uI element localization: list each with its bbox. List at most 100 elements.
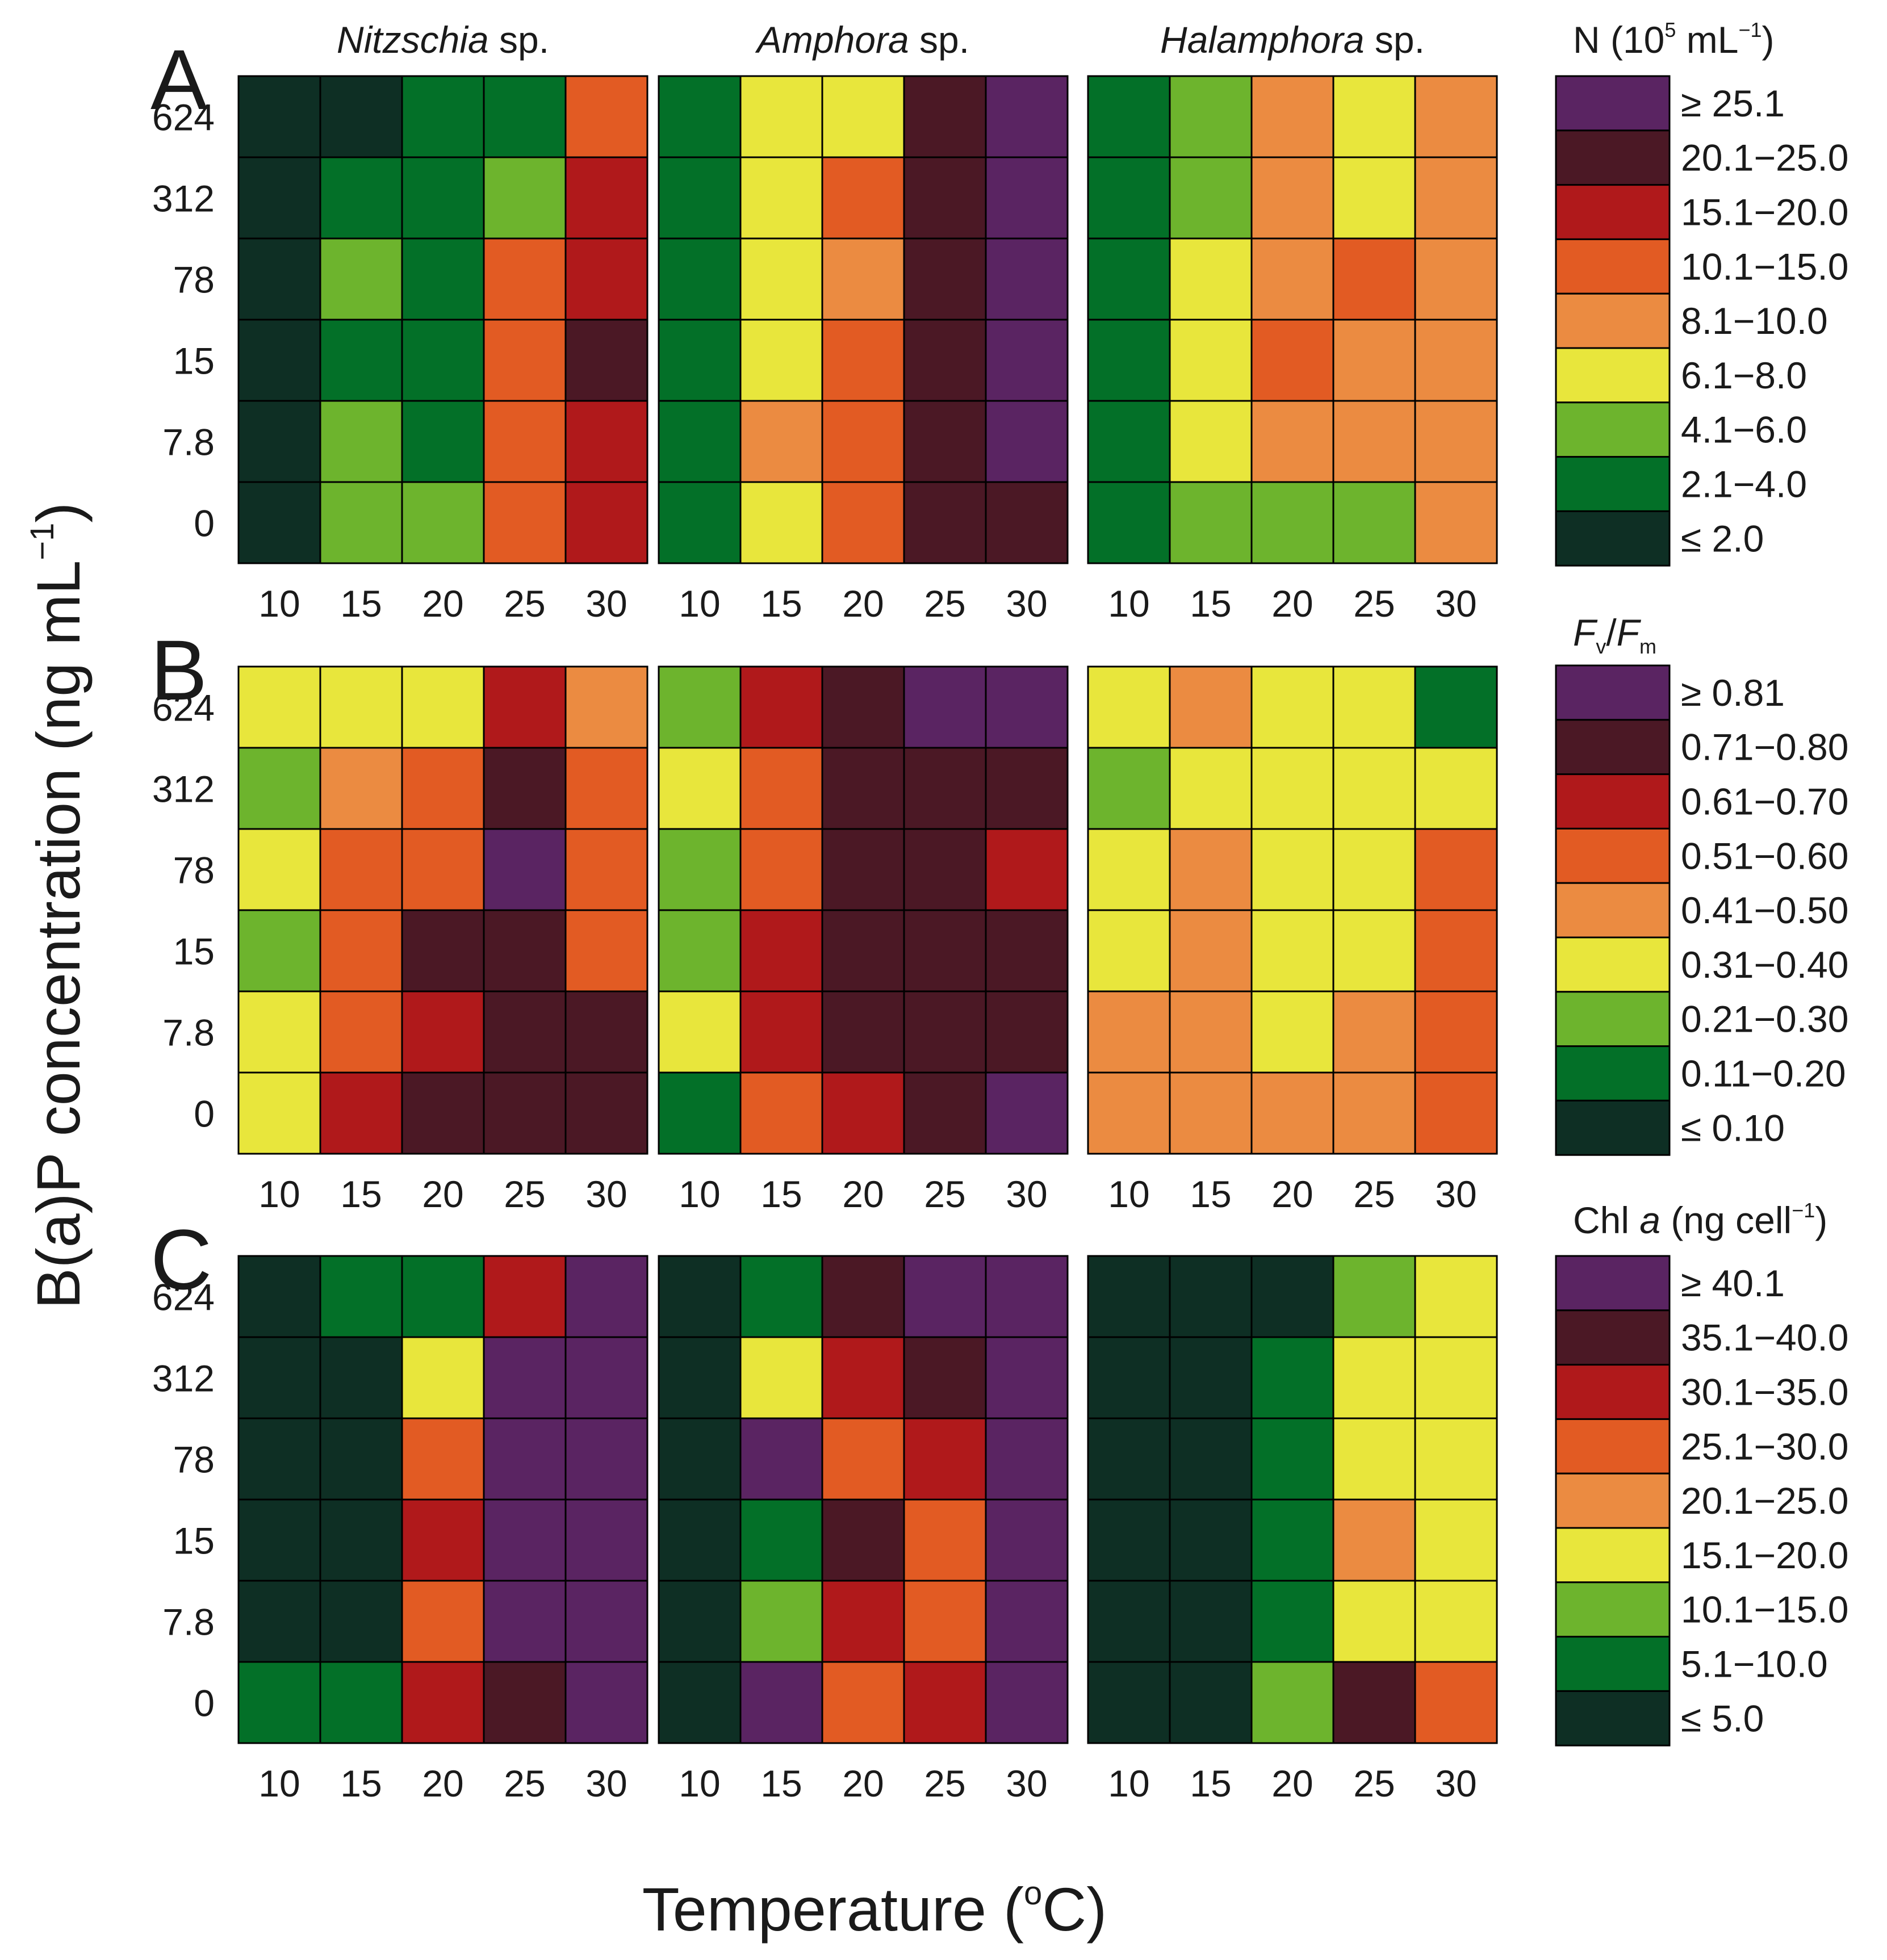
heatmap-grid: [237, 75, 648, 564]
legend: ≥ 25.1 20.1−25.0 15.1−20.0 10.1−15.0 8.1−10.…: [1555, 75, 1848, 567]
heatmap-cell: [319, 909, 403, 992]
x-tick-label: 15: [760, 1173, 802, 1215]
x-tick-label: 30: [1435, 1173, 1476, 1215]
x-tick-label: 15: [340, 583, 382, 625]
y-tick-label: 624: [152, 97, 215, 139]
heatmap-cell: [483, 400, 567, 483]
heatmap-cell: [985, 1661, 1069, 1744]
heatmap-cell: [401, 665, 485, 749]
heatmap-cell: [564, 400, 648, 483]
species-title: Nitzschia sp.: [337, 19, 549, 61]
heatmap-cell: [903, 909, 987, 992]
heatmap-cell: [658, 909, 742, 992]
heatmap-cell: [739, 909, 823, 992]
heatmap-cell: [564, 1661, 648, 1744]
heatmap-cell: [564, 1417, 648, 1501]
legend-label: 35.1−40.0: [1681, 1317, 1848, 1359]
legend-label: ≤ 2.0: [1681, 517, 1764, 559]
heatmap-cell: [1414, 665, 1498, 749]
heatmap-cell: [821, 1071, 905, 1155]
heatmap-cell: [237, 990, 321, 1074]
heatmap-cell: [1414, 1661, 1498, 1744]
x-tick-label: 25: [1353, 1762, 1395, 1804]
y-tick-label: 78: [173, 1439, 215, 1481]
x-tick-label: 25: [924, 583, 965, 625]
heatmap-cell: [985, 747, 1069, 830]
heatmap-grid: [1087, 1255, 1498, 1744]
heatmap-cell: [903, 481, 987, 564]
x-tick-label: 20: [842, 1173, 884, 1215]
heatmap-cell: [483, 1255, 567, 1338]
heatmap-cell: [319, 1255, 403, 1338]
legend-swatch: [1555, 1364, 1671, 1420]
heatmap-cell: [1332, 481, 1416, 564]
legend-label: 2.1−4.0: [1681, 463, 1807, 505]
heatmap-cell: [985, 75, 1069, 158]
heatmap-cell: [739, 990, 823, 1074]
legend-swatch: [1555, 75, 1671, 132]
x-tick-label: 25: [1353, 1173, 1395, 1215]
legend-title-text: Chl: [1573, 1199, 1639, 1241]
heatmap-cell: [1087, 156, 1171, 240]
heatmap-cell: [483, 1580, 567, 1663]
heatmap-cell: [564, 990, 648, 1074]
heatmap-cell: [1250, 1498, 1334, 1582]
heatmap-grid: [237, 1255, 648, 1744]
heatmap-cell: [985, 909, 1069, 992]
heatmap-cell: [658, 1661, 742, 1744]
x-tick-label: 30: [585, 583, 627, 625]
heatmap-cell: [1250, 909, 1334, 992]
heatmap-cell: [1169, 237, 1253, 321]
heatmap-cell: [319, 1417, 403, 1501]
heatmap-cell: [903, 1417, 987, 1501]
heatmap-cell: [1250, 237, 1334, 321]
legend-title: Fv/Fm: [1573, 612, 1656, 658]
heatmap-cell: [237, 747, 321, 830]
heatmap-cell: [1169, 481, 1253, 564]
legend-swatch: [1555, 1636, 1671, 1692]
y-axis-label-text: ): [24, 502, 93, 523]
heatmap-cell: [1332, 990, 1416, 1074]
heatmap-cell: [1087, 237, 1171, 321]
heatmap-cell: [658, 747, 742, 830]
heatmap-cell: [237, 1580, 321, 1663]
heatmap-cell: [739, 237, 823, 321]
heatmap-cell: [658, 665, 742, 749]
x-tick-label: 15: [760, 1762, 802, 1804]
heatmap-cell: [1087, 1661, 1171, 1744]
legend-label: 0.61−0.70: [1681, 781, 1848, 823]
x-tick-label: 20: [422, 1762, 463, 1804]
heatmap-cell: [1169, 990, 1253, 1074]
species-title: Halamphora sp.: [1160, 19, 1425, 61]
species-title: Amphora sp.: [755, 19, 969, 61]
legend: ≥ 0.81 0.71−0.80 0.61−0.70 0.51−0.60 0.41−0.…: [1555, 664, 1848, 1156]
heatmap-cell: [1414, 481, 1498, 564]
heatmap-cell: [1169, 665, 1253, 749]
legend-title-text: (ng cell: [1660, 1199, 1792, 1241]
heatmap-cell: [564, 828, 648, 911]
x-tick-label: 25: [504, 583, 545, 625]
heatmap-cell: [319, 156, 403, 240]
heatmap-cell: [1332, 909, 1416, 992]
x-tick-label: 20: [1271, 1173, 1313, 1215]
legend-label: 0.41−0.50: [1681, 889, 1848, 931]
heatmap-cell: [483, 319, 567, 402]
heatmap-cell: [237, 481, 321, 564]
heatmap-cell: [319, 400, 403, 483]
heatmap-cell: [658, 237, 742, 321]
heatmap-cell: [821, 156, 905, 240]
heatmap-cell: [821, 909, 905, 992]
heatmap-cell: [1332, 665, 1416, 749]
heatmap-cell: [739, 1336, 823, 1419]
heatmap-cell: [319, 1498, 403, 1582]
heatmap-cell: [1250, 400, 1334, 483]
heatmap-cell: [821, 1580, 905, 1663]
legend-label: 6.1−8.0: [1681, 354, 1807, 396]
legend-label: 15.1−20.0: [1681, 191, 1848, 233]
heatmap-cell: [401, 75, 485, 158]
heatmap-grid: [1087, 665, 1498, 1155]
heatmap-cell: [739, 828, 823, 911]
x-tick-label: 10: [679, 1762, 720, 1804]
